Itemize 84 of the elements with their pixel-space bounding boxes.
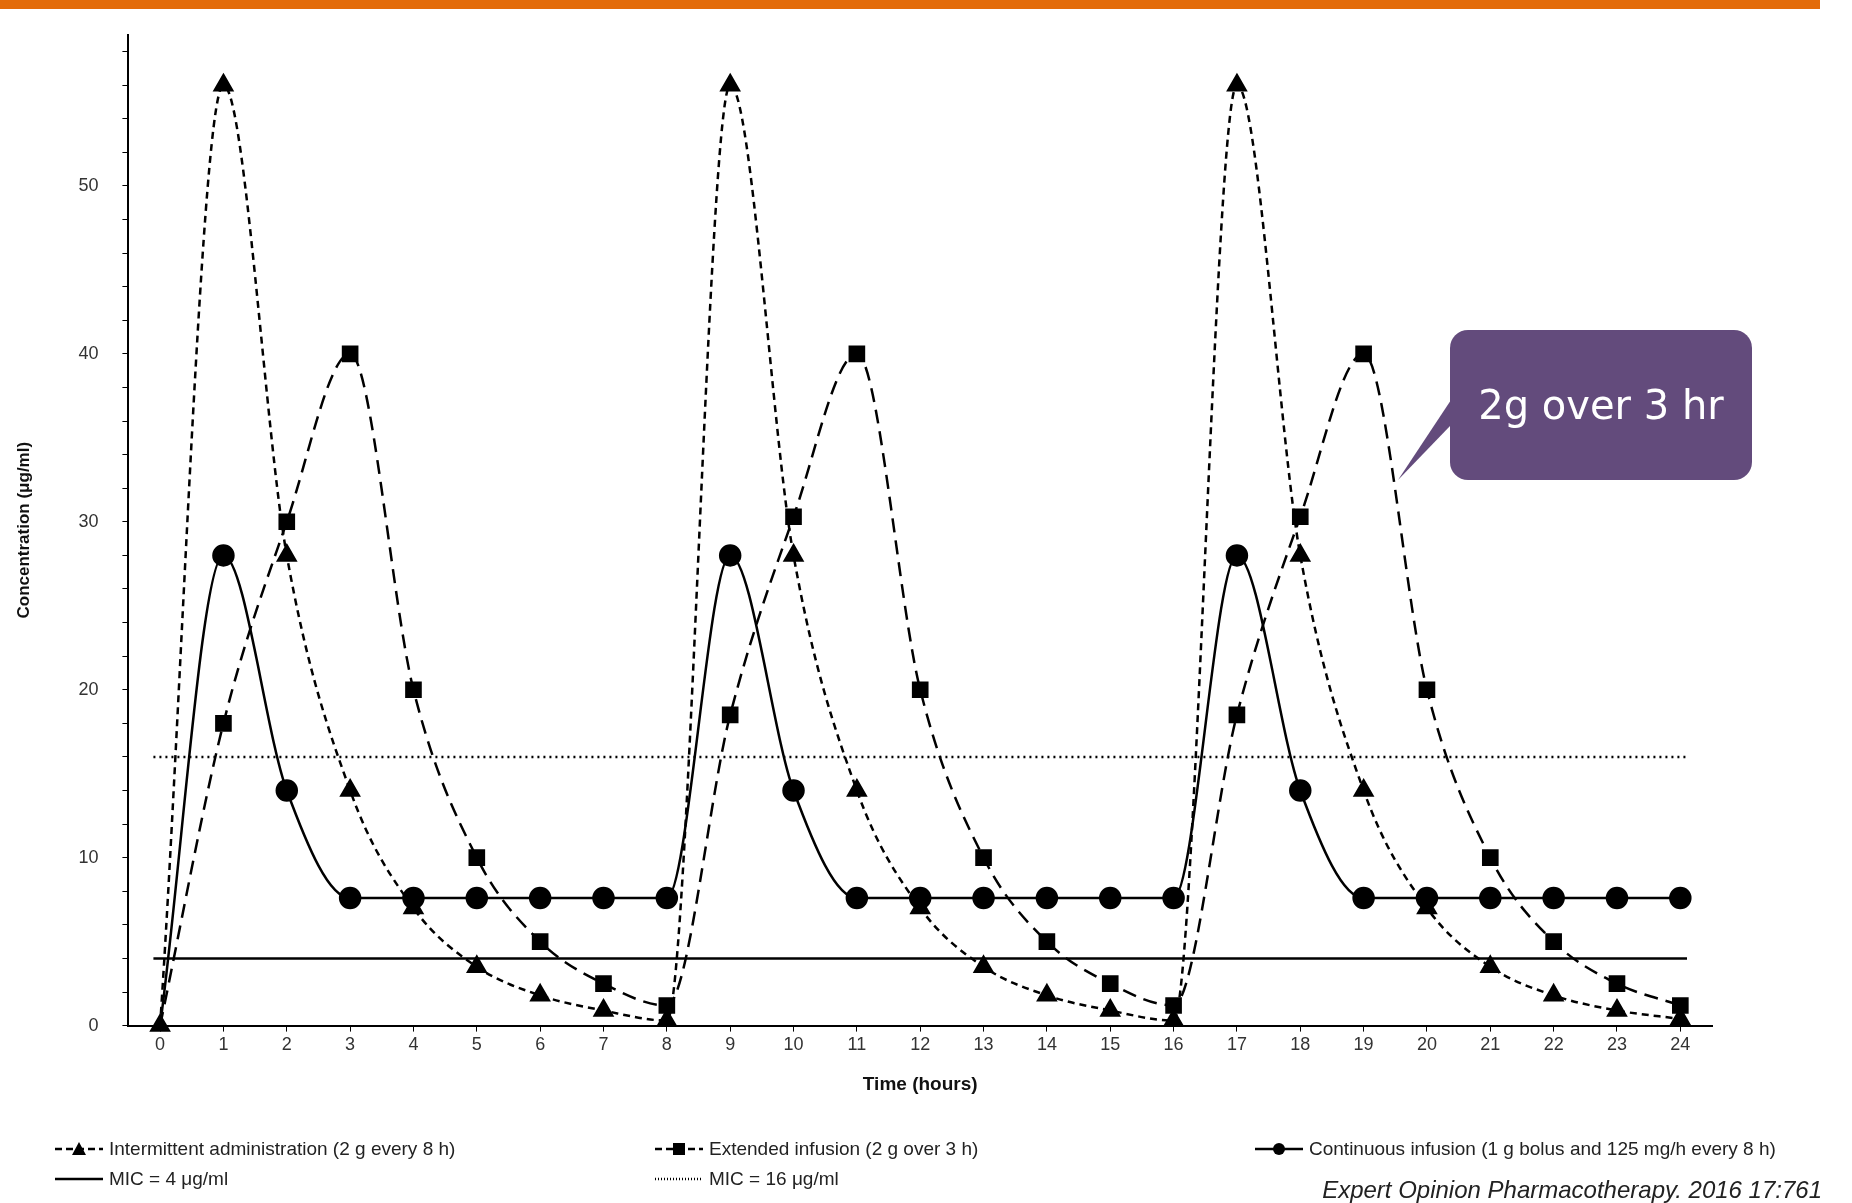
point <box>1418 681 1436 699</box>
x-tick-label: 19 <box>1353 1034 1374 1055</box>
x-tick-label: 18 <box>1290 1034 1311 1055</box>
x-tick-label: 10 <box>783 1034 804 1055</box>
point <box>1165 997 1182 1014</box>
x-tick-label: 4 <box>408 1034 419 1055</box>
speech-callout: 2g over 3 hr <box>1398 329 1753 480</box>
legend-label: MIC = 16 μg/ml <box>709 1168 839 1190</box>
point <box>215 715 232 732</box>
point <box>1479 886 1502 910</box>
legend-label: MIC = 4 μg/ml <box>109 1168 229 1190</box>
point <box>465 886 489 910</box>
annotation: 2g over 3 hr <box>1478 381 1725 428</box>
point <box>1352 886 1375 910</box>
y-tick-label: 30 <box>78 510 99 531</box>
legend-label: Intermittent administration (2 g every 8 h) <box>109 1138 456 1160</box>
x-tick-label: 14 <box>1036 1034 1057 1055</box>
x-tick-label: 6 <box>535 1034 546 1055</box>
point <box>212 544 235 567</box>
point <box>782 779 805 802</box>
x-tick-label: 9 <box>725 1034 736 1055</box>
x-tick-label: 11 <box>847 1034 867 1055</box>
x-tick-label: 5 <box>471 1034 482 1055</box>
x-tick-label: 16 <box>1163 1034 1184 1055</box>
point <box>1289 779 1312 802</box>
point <box>911 681 929 699</box>
point <box>1481 849 1499 866</box>
point <box>1291 508 1309 526</box>
x-tick-label: 12 <box>910 1034 931 1055</box>
point <box>1608 975 1626 992</box>
point <box>592 886 615 910</box>
point <box>721 706 739 724</box>
point <box>972 886 995 910</box>
x-tick-label: 20 <box>1416 1034 1437 1055</box>
x-tick-label: 1 <box>218 1034 229 1055</box>
point <box>1545 933 1562 950</box>
y-tick-label: 40 <box>78 342 99 363</box>
x-tick-label: 23 <box>1606 1034 1627 1055</box>
x-tick-label: 24 <box>1670 1034 1691 1055</box>
point <box>655 886 679 910</box>
point <box>1098 886 1122 910</box>
point <box>531 933 549 950</box>
point <box>1035 886 1059 910</box>
y-axis-title: Concentration (μg/ml) <box>13 441 33 619</box>
point <box>275 779 299 802</box>
point <box>718 544 742 567</box>
point <box>1101 975 1119 992</box>
point <box>1038 933 1056 950</box>
point <box>1355 345 1372 363</box>
point <box>595 975 612 992</box>
x-tick-label: 15 <box>1100 1034 1121 1055</box>
point <box>1162 886 1185 910</box>
x-tick-label: 2 <box>281 1034 292 1055</box>
point <box>848 345 866 363</box>
text: Expert Opinion Pharmacotherapy. 2016 17:761 <box>1322 1176 1822 1203</box>
y-tick-label: 10 <box>78 846 99 867</box>
y-tick-label: 0 <box>88 1014 99 1035</box>
legend-label: Continuous infusion (1 g bolus and 125 mg/h every 8 h) <box>1309 1138 1776 1160</box>
x-tick-label: 0 <box>155 1034 166 1055</box>
point <box>785 508 802 526</box>
point <box>278 513 296 531</box>
point <box>1605 886 1629 910</box>
point <box>468 849 486 866</box>
x-tick-label: 8 <box>661 1034 672 1055</box>
point <box>975 849 992 866</box>
y-tick-label: 20 <box>78 678 99 699</box>
point <box>341 345 359 363</box>
x-tick-label: 7 <box>598 1034 609 1055</box>
y-tick-label: 50 <box>78 174 99 195</box>
x-tick-label: 17 <box>1226 1034 1247 1055</box>
point <box>1225 544 1249 567</box>
point <box>1669 886 1692 910</box>
x-axis-title: Time (hours) <box>862 1072 978 1094</box>
x-tick-label: 22 <box>1543 1034 1564 1055</box>
point <box>1542 886 1565 910</box>
point <box>338 886 362 910</box>
x-tick-label: 21 <box>1480 1034 1501 1055</box>
point <box>528 886 552 910</box>
x-tick-label: 13 <box>973 1034 994 1055</box>
point <box>1228 706 1246 724</box>
point <box>405 681 422 699</box>
legend-label: Extended infusion (2 g over 3 h) <box>709 1138 979 1160</box>
x-tick-label: 3 <box>345 1034 356 1055</box>
point <box>845 886 869 910</box>
